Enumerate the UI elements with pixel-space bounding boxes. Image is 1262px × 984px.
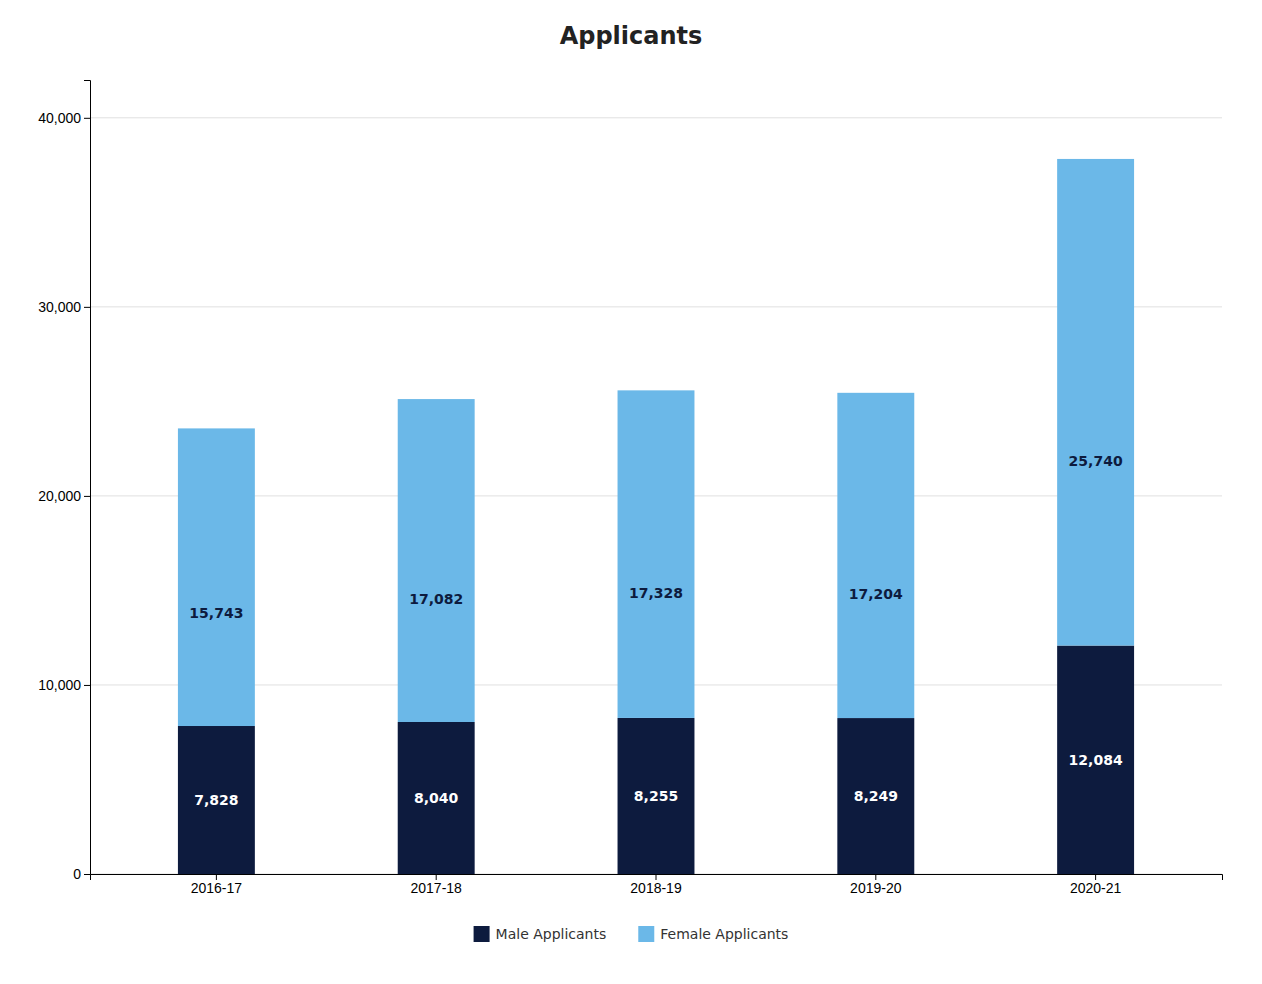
y-tick-mark	[84, 307, 90, 308]
y-tick: 20,000	[38, 488, 90, 504]
data-label: 15,743	[189, 605, 243, 621]
x-tick: 2017-18	[410, 874, 462, 896]
legend-item: Male Applicants	[474, 926, 607, 942]
y-tick-mark	[84, 118, 90, 119]
x-tick-label: 2016-17	[191, 880, 243, 896]
bar	[618, 718, 695, 874]
x-tick: 2016-17	[191, 874, 243, 896]
y-tick-mark	[84, 874, 90, 875]
bar	[178, 428, 255, 726]
x-tick-label: 2017-18	[410, 880, 462, 896]
y-axis: 0 10,000 20,000 30,000 40,000	[38, 81, 90, 882]
legend-label: Female Applicants	[660, 926, 788, 942]
y-tick-label: 20,000	[38, 488, 81, 504]
bar	[398, 722, 475, 874]
bars	[178, 159, 1134, 874]
bar	[398, 399, 475, 722]
data-label: 7,828	[194, 792, 238, 808]
x-tick-label: 2019-20	[850, 880, 902, 896]
data-label: 8,249	[854, 788, 898, 804]
x-tick: 2020-21	[1070, 874, 1122, 896]
bar	[178, 726, 255, 874]
y-tick-label: 40,000	[38, 110, 81, 126]
x-axis: 2016-17 2017-18 2018-19 2019-20 2020-21	[91, 874, 1223, 896]
y-axis-line	[84, 81, 91, 875]
y-tick-mark	[84, 685, 90, 686]
x-tick-label: 2018-19	[630, 880, 682, 896]
bar	[1057, 646, 1134, 874]
data-labels: 7,828 8,040 8,255 8,249 12,084 15,743 17,082 17…	[189, 453, 1123, 808]
bar	[837, 393, 914, 718]
legend-label: Male Applicants	[496, 926, 607, 942]
data-label: 17,328	[629, 585, 683, 601]
legend-swatch	[474, 926, 490, 942]
legend: Male Applicants Female Applicants	[474, 926, 789, 942]
grid-line	[90, 306, 1222, 307]
y-tick-mark	[84, 496, 90, 497]
plot: 010,00020,00030,00040,0002016-172017-182…	[38, 81, 1222, 896]
data-label: 8,255	[634, 788, 678, 804]
y-tick: 30,000	[38, 299, 90, 315]
data-label: 17,204	[849, 586, 903, 602]
y-tick: 0	[73, 866, 90, 882]
y-tick-label: 10,000	[38, 677, 81, 693]
y-tick: 40,000	[38, 110, 90, 126]
bar	[1057, 159, 1134, 646]
bar	[618, 390, 695, 718]
data-label: 25,740	[1069, 453, 1123, 469]
y-tick-label: 0	[73, 866, 81, 882]
grid	[90, 118, 1222, 874]
title: Applicants	[560, 22, 703, 50]
x-tick: 2018-19	[630, 874, 682, 896]
data-label: 8,040	[414, 790, 459, 806]
data-label: 17,082	[409, 591, 463, 607]
y-tick-label: 30,000	[38, 299, 81, 315]
data-label: 12,084	[1069, 752, 1123, 768]
chart: Applicants 0 10,000 20,000 30,000 40,000 2016-…	[0, 0, 1262, 984]
x-tick-label: 2020-21	[1070, 880, 1122, 896]
x-tick: 2019-20	[850, 874, 902, 896]
legend-swatch	[638, 926, 654, 942]
y-tick: 10,000	[38, 677, 90, 693]
grid-line	[90, 117, 1222, 118]
bar	[837, 718, 914, 874]
legend-item: Female Applicants	[638, 926, 788, 942]
